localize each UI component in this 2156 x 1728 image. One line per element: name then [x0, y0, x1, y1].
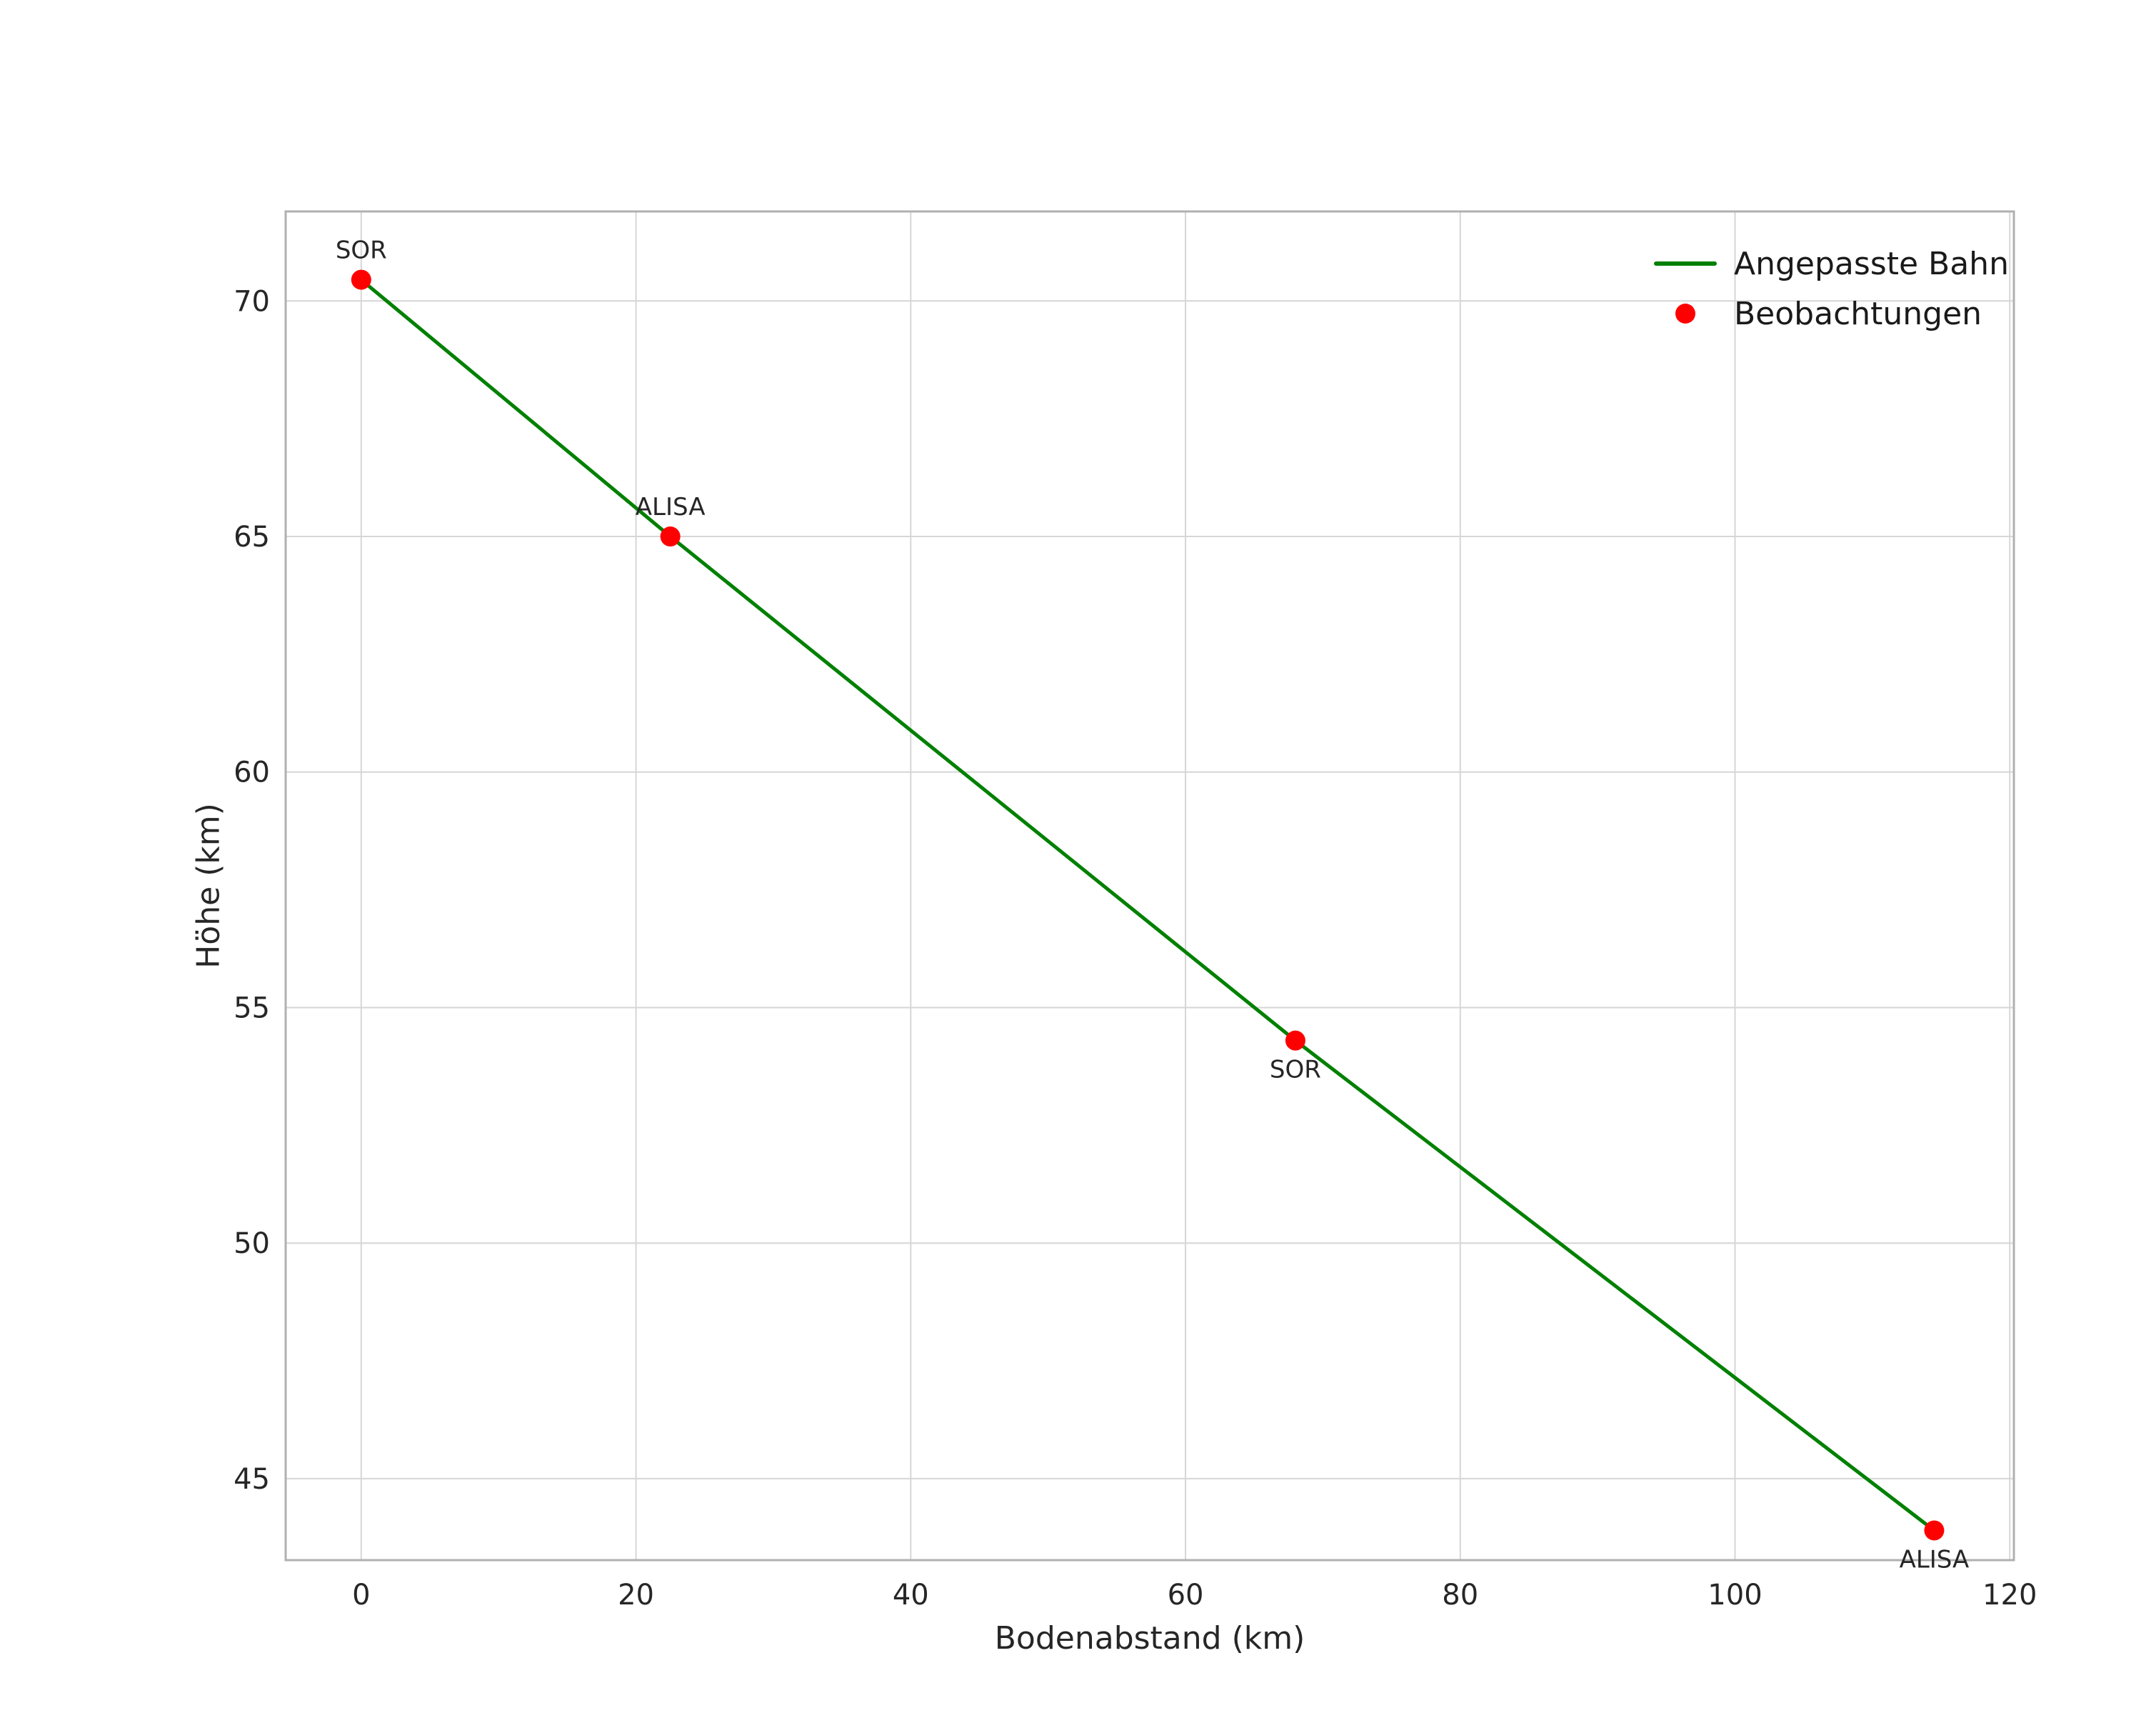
- y-tick-label: 65: [234, 521, 270, 554]
- legend: Angepasste Bahn Beobachtungen: [1653, 241, 2009, 336]
- legend-label: Beobachtungen: [1734, 295, 1982, 332]
- point-label: SOR: [1270, 1056, 1321, 1084]
- data-point: [1285, 1030, 1305, 1051]
- x-tick-label: 120: [1982, 1579, 2037, 1612]
- line-swatch-icon: [1653, 261, 1718, 266]
- legend-entry-observations: Beobachtungen: [1653, 291, 2009, 336]
- point-label: ALISA: [636, 493, 706, 521]
- y-tick-label: 45: [234, 1463, 270, 1496]
- data-point: [351, 269, 371, 290]
- x-tick-label: 40: [893, 1579, 929, 1612]
- plot-frame: [284, 210, 2015, 1562]
- y-tick-label: 55: [234, 992, 270, 1024]
- y-tick-label: 70: [234, 285, 270, 318]
- legend-entry-fitted-line: Angepasste Bahn: [1653, 241, 2009, 286]
- data-point: [660, 526, 681, 547]
- x-tick-label: 80: [1442, 1579, 1478, 1612]
- x-tick-label: 0: [352, 1579, 370, 1612]
- point-label: ALISA: [1900, 1545, 1970, 1574]
- y-tick-label: 60: [234, 756, 270, 789]
- x-tick-label: 20: [618, 1579, 654, 1612]
- x-tick-label: 100: [1708, 1579, 1762, 1612]
- legend-label: Angepasste Bahn: [1734, 245, 2009, 282]
- x-axis-label: Bodenabstand (km): [994, 1620, 1305, 1657]
- marker-swatch-icon: [1653, 304, 1718, 324]
- x-tick-label: 60: [1168, 1579, 1204, 1612]
- fitted-trajectory-line: [359, 278, 1936, 1532]
- y-tick-label: 50: [234, 1227, 270, 1260]
- data-point: [1924, 1520, 1945, 1541]
- y-axis-label: Höhe (km): [190, 803, 227, 969]
- point-label: SOR: [336, 236, 387, 265]
